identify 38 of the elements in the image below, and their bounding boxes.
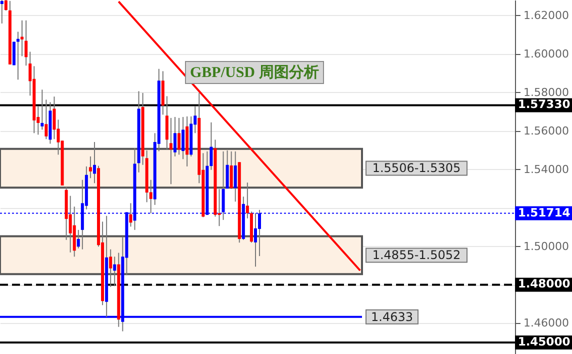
candlestick bbox=[4, 0, 8, 12]
candlestick bbox=[246, 182, 249, 219]
candlestick bbox=[24, 20, 28, 66]
candlestick bbox=[92, 141, 96, 184]
y-tick-label: 1.46000 bbox=[524, 316, 569, 330]
candlestick bbox=[169, 117, 172, 185]
candlestick bbox=[234, 150, 237, 202]
candlestick bbox=[88, 156, 92, 179]
candlestick bbox=[40, 89, 44, 130]
candlestick bbox=[12, 41, 16, 66]
band-label: 1.4855-1.5052 bbox=[372, 248, 461, 262]
candlestick bbox=[129, 202, 132, 228]
candlestick bbox=[182, 116, 185, 160]
y-tick-label: 1.56000 bbox=[524, 124, 569, 138]
y-tick-label: 1.50000 bbox=[524, 240, 569, 253]
candlestick bbox=[230, 150, 233, 190]
candlestick bbox=[210, 122, 213, 170]
candlestick bbox=[44, 99, 48, 140]
text: GBP/USD 周图分析 bbox=[185, 61, 324, 84]
candlestick bbox=[109, 248, 112, 288]
candlestick bbox=[113, 256, 116, 287]
candlestick bbox=[0, 0, 4, 24]
candlestick bbox=[178, 117, 181, 156]
ref-line-label: 1.48000 bbox=[518, 276, 570, 291]
ref-line-label: 1.4633 bbox=[371, 310, 413, 324]
ref-line-label: 1.57330 bbox=[518, 97, 570, 112]
y-tick-label: 1.54000 bbox=[524, 162, 569, 176]
candlestick bbox=[52, 96, 56, 140]
y-tick-label: 1.58000 bbox=[524, 86, 569, 99]
candlestick bbox=[20, 20, 24, 57]
y-tick-label: 1.60000 bbox=[524, 47, 569, 60]
ref-line-label: 1.51714 bbox=[518, 205, 570, 220]
ref-line-label: 1.45000 bbox=[518, 334, 570, 348]
band-label: 1.5506-1.5305 bbox=[372, 161, 461, 176]
y-tick-label: 1.62000 bbox=[524, 8, 569, 22]
candlestick bbox=[226, 150, 229, 190]
candlestick bbox=[76, 229, 80, 249]
candlestick bbox=[173, 116, 176, 157]
